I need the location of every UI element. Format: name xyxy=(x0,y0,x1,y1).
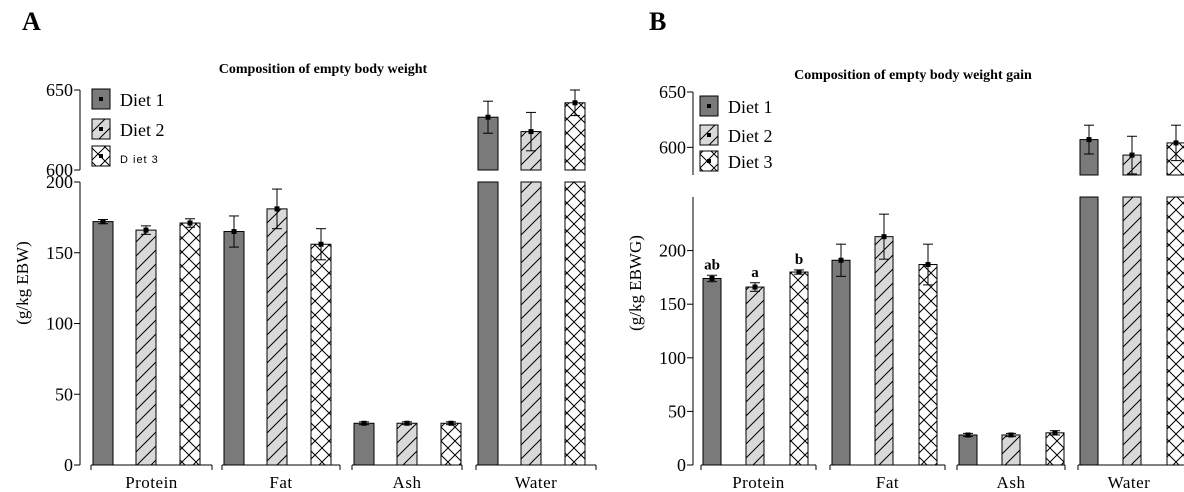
chart-title: Composition of empty body weight gain xyxy=(794,68,1032,83)
legend-marker xyxy=(99,97,103,101)
bar xyxy=(477,181,499,466)
y-tick-label: 600 xyxy=(46,160,73,180)
x-tick-label: Water xyxy=(1108,473,1151,492)
significance-letter: b xyxy=(795,252,803,268)
mean-marker xyxy=(1086,137,1092,143)
significance-letter: a xyxy=(751,265,759,281)
legend-marker xyxy=(707,104,711,108)
y-tick-label: 100 xyxy=(659,348,686,368)
legend-label: D iet 3 xyxy=(120,154,159,166)
x-tick-label: Protein xyxy=(125,473,178,492)
mean-marker xyxy=(274,206,280,212)
x-tick-label: Fat xyxy=(269,473,292,492)
bar xyxy=(789,271,809,466)
bar xyxy=(520,181,542,466)
x-tick-label: Fat xyxy=(876,473,899,492)
bar xyxy=(874,236,894,466)
y-tick-label: 200 xyxy=(46,172,73,192)
legend-marker xyxy=(707,159,711,163)
panel-letter: B xyxy=(649,7,666,36)
y-axis-label: (g/kg EBW) xyxy=(13,241,32,325)
mean-marker xyxy=(143,227,149,233)
mean-marker xyxy=(404,420,410,426)
mean-marker xyxy=(796,269,802,275)
mean-marker xyxy=(572,100,578,106)
bar xyxy=(702,277,722,466)
legend-marker xyxy=(707,133,711,137)
y-tick-label: 100 xyxy=(46,314,73,334)
legend-label: Diet 1 xyxy=(120,90,165,110)
significance-letter: ab xyxy=(704,257,720,273)
y-tick-label: 600 xyxy=(659,137,686,157)
mean-marker xyxy=(361,420,367,426)
mean-marker xyxy=(100,219,106,225)
bar xyxy=(310,243,332,466)
mean-marker xyxy=(528,129,534,135)
bar xyxy=(831,259,851,466)
bar xyxy=(92,221,114,466)
y-tick-label: 50 xyxy=(668,401,686,421)
mean-marker xyxy=(965,432,971,438)
bar xyxy=(918,264,938,466)
chart-title: Composition of empty body weight xyxy=(219,62,428,77)
legend-label: Diet 1 xyxy=(728,97,773,117)
mean-marker xyxy=(1052,430,1058,436)
mean-marker xyxy=(881,234,887,240)
mean-marker xyxy=(448,420,454,426)
x-tick-label: Protein xyxy=(732,473,785,492)
y-tick-label: 650 xyxy=(659,82,686,102)
bar xyxy=(353,422,375,466)
bar xyxy=(396,422,418,466)
x-tick-label: Ash xyxy=(393,473,422,492)
legend-label: Diet 3 xyxy=(728,152,773,172)
y-tick-label: 0 xyxy=(64,455,73,475)
bar xyxy=(958,434,978,466)
bar xyxy=(1122,196,1142,466)
y-tick-label: 650 xyxy=(46,80,73,100)
bar xyxy=(135,229,157,466)
bar xyxy=(266,208,288,466)
mean-marker xyxy=(1008,432,1014,438)
bar xyxy=(745,286,765,466)
mean-marker xyxy=(1129,152,1135,158)
mean-marker xyxy=(318,241,324,247)
mean-marker xyxy=(752,284,758,290)
mean-marker xyxy=(838,257,844,263)
legend-marker xyxy=(99,154,103,158)
panel-letter: A xyxy=(22,7,41,36)
mean-marker xyxy=(709,275,715,281)
y-tick-label: 50 xyxy=(55,384,73,404)
chart-panel-b: B Composition of empty body weight gain 0 5… xyxy=(626,7,1184,492)
y-tick-label: 150 xyxy=(46,243,73,263)
mean-marker xyxy=(231,229,237,235)
mean-marker xyxy=(925,262,931,268)
legend-marker xyxy=(99,127,103,131)
x-tick-label: Ash xyxy=(997,473,1026,492)
mean-marker xyxy=(187,220,193,226)
y-tick-label: 200 xyxy=(659,241,686,261)
bar xyxy=(179,222,201,466)
y-tick-label: 0 xyxy=(677,455,686,475)
mean-marker xyxy=(485,114,491,120)
legend-label: Diet 2 xyxy=(728,126,773,146)
bar xyxy=(223,231,245,466)
y-tick-label: 150 xyxy=(659,294,686,314)
bar xyxy=(1001,434,1021,466)
x-tick-label: Water xyxy=(515,473,558,492)
mean-marker xyxy=(1173,140,1179,146)
bar xyxy=(1079,196,1099,466)
bar xyxy=(440,422,462,466)
y-axis-label: (g/kg EBWG) xyxy=(626,235,645,331)
bar xyxy=(1045,432,1065,466)
chart-panel-a: A Composition of empty body weight 0 50 100 1… xyxy=(13,7,597,492)
bar xyxy=(564,181,586,466)
legend-label: Diet 2 xyxy=(120,120,165,140)
bar xyxy=(1166,196,1184,466)
